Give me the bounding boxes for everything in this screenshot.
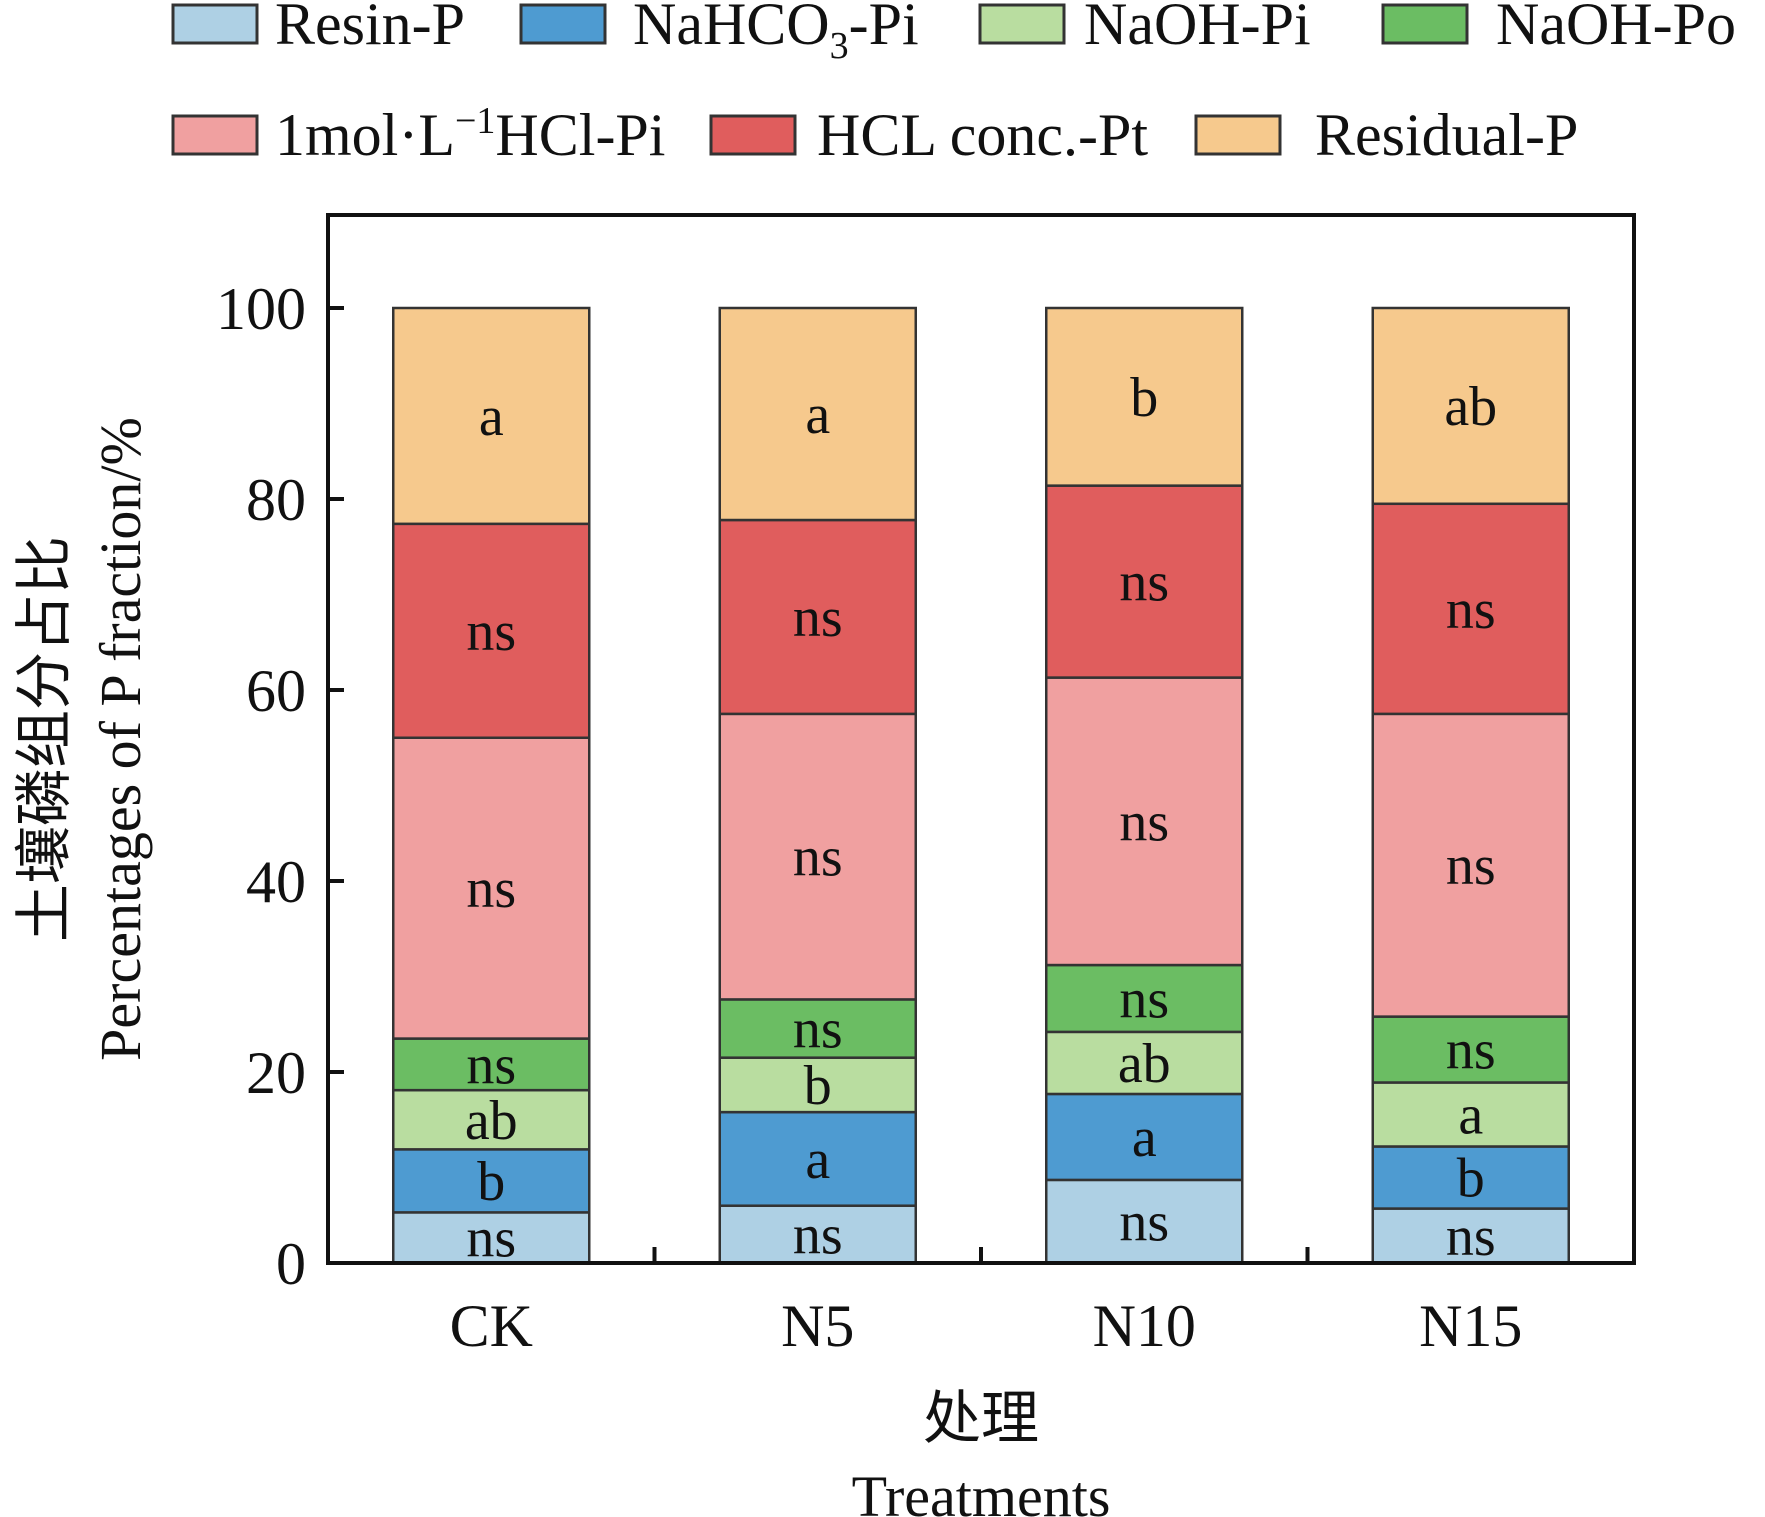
x-axis-title-en: Treatments — [852, 1464, 1111, 1517]
bars-group: nsbabnsnsnsansabnsnsnsansaabnsnsnsbnsban… — [392, 306, 1570, 1270]
bar-segment — [718, 518, 917, 716]
y-tick-label: 0 — [276, 1231, 306, 1297]
legend-item: NaOH-Po — [1381, 0, 1736, 57]
segment-significance-label: a — [805, 1129, 830, 1191]
segment-significance-label: ns — [466, 601, 516, 663]
segment-significance-label: ns — [793, 1204, 843, 1266]
bar-segment — [392, 1148, 591, 1214]
x-tick-label-n15: N15 — [1419, 1293, 1522, 1359]
y-tick-label: 20 — [246, 1040, 306, 1106]
segment-significance-label: b — [1130, 367, 1158, 429]
bar-segment — [1045, 676, 1244, 967]
bar-segment — [718, 998, 917, 1059]
segment-significance-label: a — [479, 386, 504, 448]
segment-significance-label: ns — [793, 827, 843, 889]
legend: Resin-P NaHCO3-Pi NaOH-Pi NaOH-Po 1mol·L−1HC… — [171, 0, 1736, 168]
segment-significance-label: ns — [1119, 552, 1169, 614]
legend-label: Residual-P — [1315, 102, 1578, 168]
legend-label: NaOH-Po — [1496, 0, 1736, 57]
legend-swatch — [978, 3, 1066, 45]
bar-segment — [718, 712, 917, 1001]
legend-label: Resin-P — [275, 0, 465, 57]
y-axis: 0 20 40 60 80 100 — [216, 276, 344, 1297]
plot-area: nsbabnsnsnsansabnsnsnsansaabnsnsnsbnsban… — [216, 213, 1636, 1359]
bar-segment — [1371, 1145, 1570, 1210]
segment-significance-label: a — [805, 384, 830, 446]
legend-item: Resin-P — [171, 0, 465, 57]
bar-segment — [1371, 306, 1570, 506]
legend-swatch — [171, 114, 259, 156]
bar-segment — [718, 1204, 917, 1265]
segment-significance-label: ns — [1446, 1020, 1496, 1082]
segment-significance-label: b — [1457, 1148, 1485, 1210]
bar-segment — [1045, 963, 1244, 1034]
bar-segment — [392, 1211, 591, 1265]
segment-significance-label: ns — [1119, 968, 1169, 1030]
bar-segment — [718, 1110, 917, 1207]
legend-label: NaOH-Pi — [1084, 0, 1311, 57]
segment-significance-label: ns — [466, 858, 516, 920]
y-tick-label: 40 — [246, 849, 306, 915]
y-axis-title-en: Percentages of P fraction/% — [88, 417, 153, 1061]
segment-significance-label: ns — [1119, 1191, 1169, 1253]
legend-label: 1mol·L−1HCl-Pi — [275, 100, 665, 168]
legend-swatch — [1194, 114, 1282, 156]
bar-segment — [1371, 502, 1570, 716]
segment-significance-label: ns — [1446, 835, 1496, 897]
legend-label: NaHCO3-Pi — [633, 0, 919, 67]
legend-swatch — [171, 3, 259, 45]
bar-segment — [392, 1037, 591, 1092]
bar-segment — [1371, 1081, 1570, 1148]
segment-significance-label: ab — [465, 1090, 518, 1152]
legend-swatch — [709, 114, 797, 156]
segment-significance-label: a — [1132, 1107, 1157, 1169]
legend-item: NaOH-Pi — [978, 0, 1311, 57]
x-tick-label-n5: N5 — [781, 1293, 854, 1359]
x-axis-title-cn: 处理 — [923, 1386, 1039, 1451]
x-tick-label-ck: CK — [450, 1293, 533, 1359]
bar-segment — [1371, 1015, 1570, 1084]
x-tick-label-n10: N10 — [1093, 1293, 1196, 1359]
segment-significance-label: ns — [466, 1208, 516, 1270]
legend-item: HCL conc.-Pt — [709, 102, 1148, 168]
legend-swatch — [1381, 3, 1469, 45]
bar-segment — [392, 306, 591, 526]
legend-swatch — [519, 3, 607, 45]
legend-item: NaHCO3-Pi — [519, 0, 919, 67]
legend-label: HCL conc.-Pt — [817, 102, 1148, 168]
bar-segment — [1045, 1092, 1244, 1182]
segment-significance-label: ns — [466, 1034, 516, 1096]
segment-significance-label: b — [477, 1151, 505, 1213]
bar-segment — [718, 1056, 917, 1114]
segment-significance-label: b — [804, 1055, 832, 1117]
segment-significance-label: ns — [793, 587, 843, 649]
segment-significance-label: ns — [793, 999, 843, 1061]
legend-item: Residual-P — [1194, 102, 1578, 168]
legend-item: 1mol·L−1HCl-Pi — [171, 100, 665, 168]
y-axis-title-cn: 土壤磷组分占比 — [12, 536, 77, 942]
bar-segment — [718, 306, 917, 522]
y-tick-label: 60 — [246, 658, 306, 724]
bar-segment — [392, 736, 591, 1040]
segment-significance-label: a — [1458, 1084, 1483, 1146]
bar-segment — [1045, 1030, 1244, 1096]
y-tick-label: 100 — [216, 276, 306, 342]
bar-segment — [1045, 484, 1244, 679]
bar-segment — [392, 522, 591, 740]
x-axis: CK N5 N10 N15 — [450, 1247, 1522, 1359]
segment-significance-label: ns — [1446, 579, 1496, 641]
y-tick-label: 80 — [246, 467, 306, 533]
segment-significance-label: ns — [1446, 1206, 1496, 1268]
bar-segment — [1371, 712, 1570, 1018]
bar-segment — [1045, 306, 1244, 487]
segment-significance-label: ab — [1118, 1033, 1171, 1095]
segment-significance-label: ab — [1444, 376, 1497, 438]
segment-significance-label: ns — [1119, 791, 1169, 853]
